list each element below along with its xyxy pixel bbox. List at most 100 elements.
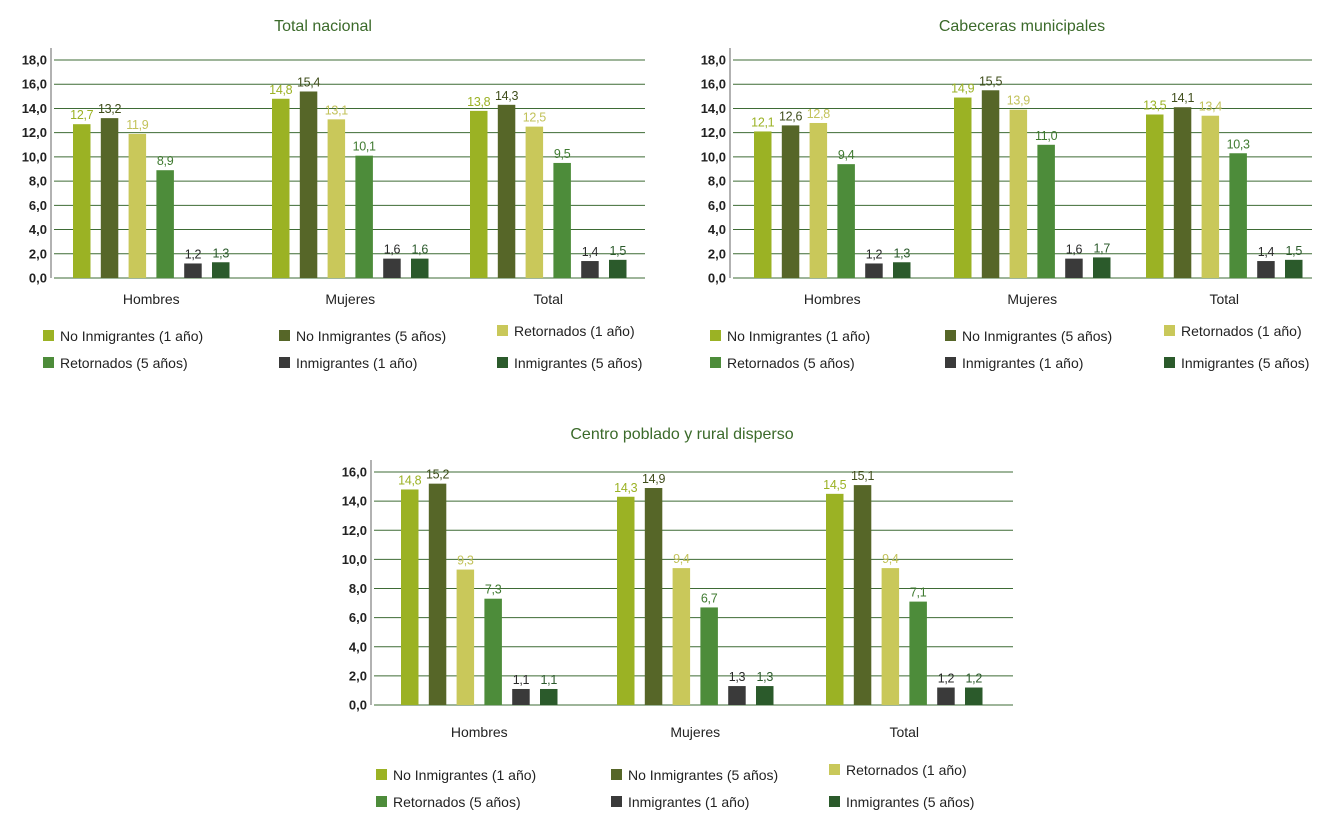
- x-category-label: Hombres: [804, 291, 861, 307]
- bar: [212, 262, 230, 278]
- y-tick-label: 16,0: [342, 465, 367, 480]
- data-label: 15,1: [851, 469, 874, 483]
- data-label: 13,5: [1143, 99, 1166, 113]
- y-tick-label: 12,0: [342, 523, 367, 538]
- legend-label: No Inmigrantes (1 año): [393, 767, 536, 783]
- bar: [355, 155, 373, 278]
- data-label: 1,1: [513, 673, 530, 687]
- y-tick-label: 8,0: [708, 174, 726, 189]
- data-label: 13,8: [467, 95, 490, 109]
- y-tick-label: 8,0: [29, 174, 47, 189]
- y-tick-label: 6,0: [349, 610, 367, 625]
- bar: [299, 91, 318, 278]
- y-tick-label: 2,0: [29, 246, 47, 261]
- data-label: 13,1: [325, 103, 348, 117]
- bar: [497, 104, 516, 278]
- data-label: 1,4: [1258, 245, 1275, 259]
- bar: [525, 126, 544, 278]
- data-label: 11,9: [126, 118, 149, 132]
- data-label: 14,5: [823, 478, 846, 492]
- bar: [728, 686, 746, 705]
- legend-label: No Inmigrantes (5 años): [962, 328, 1112, 344]
- data-label: 12,5: [523, 111, 546, 125]
- y-tick-label: 12,0: [701, 125, 726, 140]
- y-tick-label: 0,0: [29, 271, 47, 286]
- data-label: 6,7: [701, 591, 718, 605]
- data-label: 13,9: [1007, 94, 1030, 108]
- data-label: 9,5: [554, 147, 571, 161]
- chart-1: Total nacional 18,0 16,0 14,0 12,0 10,0 8,0 6,0…: [22, 18, 645, 371]
- y-tick-label: 10,0: [701, 149, 726, 164]
- bar: [1093, 257, 1111, 278]
- data-label: 1,3: [213, 246, 230, 260]
- data-label: 1,1: [541, 673, 558, 687]
- x-category-label: Total: [1209, 291, 1239, 307]
- bar: [428, 483, 447, 705]
- y-tick-label: 16,0: [22, 77, 47, 92]
- bar: [128, 133, 147, 278]
- data-label: 10,1: [353, 140, 376, 154]
- bar: [609, 259, 627, 278]
- legend-swatch: [376, 769, 387, 780]
- data-label: 1,7: [1094, 241, 1111, 255]
- bar: [470, 110, 488, 278]
- y-tick-label: 10,0: [22, 149, 47, 164]
- legend-label: No Inmigrantes (1 año): [727, 328, 870, 344]
- x-category-label: Total: [889, 724, 919, 740]
- bar: [809, 122, 828, 278]
- data-label: 1,3: [757, 670, 774, 684]
- data-label: 10,3: [1227, 137, 1250, 151]
- legend-swatch: [43, 330, 54, 341]
- x-category-label: Total: [533, 291, 563, 307]
- y-tick-label: 12,0: [22, 125, 47, 140]
- data-label: 1,6: [384, 243, 401, 257]
- bar: [100, 118, 119, 278]
- bar: [484, 598, 502, 705]
- data-label: 1,5: [1286, 244, 1303, 258]
- bar: [837, 164, 855, 278]
- data-label: 14,8: [269, 83, 292, 97]
- legend-label: Inmigrantes (1 año): [962, 355, 1083, 371]
- y-tick-label: 6,0: [708, 198, 726, 213]
- data-label: 14,9: [951, 82, 974, 96]
- legend-swatch: [497, 357, 508, 368]
- bar: [272, 98, 290, 278]
- legend-swatch: [376, 796, 387, 807]
- bar: [383, 258, 401, 278]
- data-label: 1,2: [938, 672, 955, 686]
- legend-label: Inmigrantes (5 años): [846, 794, 974, 810]
- y-tick-label: 4,0: [349, 639, 367, 654]
- chart-title: Cabeceras municipales: [939, 18, 1105, 35]
- bar: [184, 263, 202, 278]
- chart-title: Total nacional: [274, 18, 372, 35]
- y-tick-label: 14,0: [701, 101, 726, 116]
- legend-label: No Inmigrantes (5 años): [628, 767, 778, 783]
- y-tick-label: 18,0: [701, 53, 726, 68]
- data-label: 1,2: [866, 247, 883, 261]
- legend-swatch: [1164, 325, 1175, 336]
- bar: [327, 119, 346, 278]
- legend-label: Retornados (5 años): [727, 355, 855, 371]
- legend-swatch: [945, 330, 956, 341]
- legend-label: Retornados (1 año): [514, 323, 635, 339]
- bar: [156, 170, 174, 278]
- chart-3: Centro poblado y rural disperso 16,0 14,0 1…: [342, 426, 1013, 810]
- bar: [781, 125, 800, 279]
- legend-swatch: [710, 330, 721, 341]
- y-tick-label: 18,0: [22, 53, 47, 68]
- data-label: 15,2: [426, 468, 449, 482]
- bar: [411, 258, 429, 278]
- x-category-label: Mujeres: [325, 291, 375, 307]
- data-label: 14,3: [614, 481, 637, 495]
- bar: [540, 688, 558, 705]
- legend-swatch: [43, 357, 54, 368]
- data-label: 7,3: [485, 583, 502, 597]
- data-label: 1,6: [1066, 243, 1083, 257]
- legend-swatch: [611, 796, 622, 807]
- bar: [73, 124, 91, 278]
- bar: [826, 493, 844, 705]
- legend-label: Inmigrantes (1 año): [296, 355, 417, 371]
- bar: [581, 261, 599, 278]
- y-tick-label: 14,0: [22, 101, 47, 116]
